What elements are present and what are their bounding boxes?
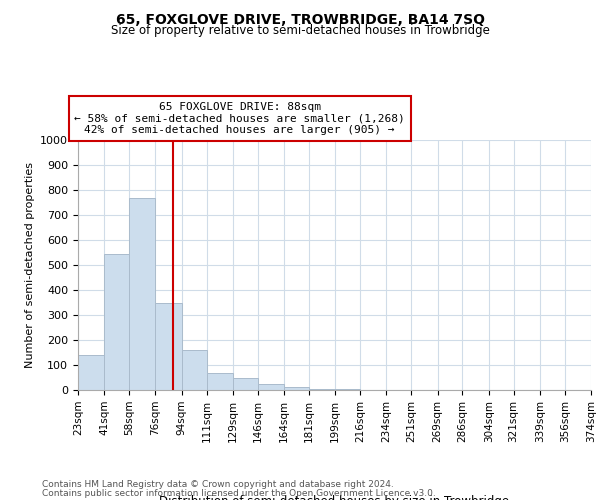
Bar bbox=[233, 378, 258, 390]
Bar bbox=[335, 389, 360, 390]
Y-axis label: Number of semi-detached properties: Number of semi-detached properties bbox=[25, 162, 35, 368]
Bar bbox=[155, 302, 182, 390]
Text: 65, FOXGLOVE DRIVE, TROWBRIDGE, BA14 7SQ: 65, FOXGLOVE DRIVE, TROWBRIDGE, BA14 7SQ bbox=[115, 12, 485, 26]
Bar bbox=[258, 384, 284, 390]
Bar bbox=[129, 198, 155, 390]
Bar bbox=[206, 372, 233, 390]
X-axis label: Distribution of semi-detached houses by size in Trowbridge: Distribution of semi-detached houses by … bbox=[160, 494, 509, 500]
Bar bbox=[78, 355, 104, 390]
Bar bbox=[284, 387, 309, 390]
Bar bbox=[309, 389, 335, 390]
Bar bbox=[182, 350, 206, 390]
Text: Size of property relative to semi-detached houses in Trowbridge: Size of property relative to semi-detach… bbox=[110, 24, 490, 37]
Text: 65 FOXGLOVE DRIVE: 88sqm
← 58% of semi-detached houses are smaller (1,268)
42% o: 65 FOXGLOVE DRIVE: 88sqm ← 58% of semi-d… bbox=[74, 102, 405, 135]
Bar bbox=[104, 254, 129, 390]
Text: Contains HM Land Registry data © Crown copyright and database right 2024.: Contains HM Land Registry data © Crown c… bbox=[42, 480, 394, 489]
Text: Contains public sector information licensed under the Open Government Licence v3: Contains public sector information licen… bbox=[42, 489, 436, 498]
